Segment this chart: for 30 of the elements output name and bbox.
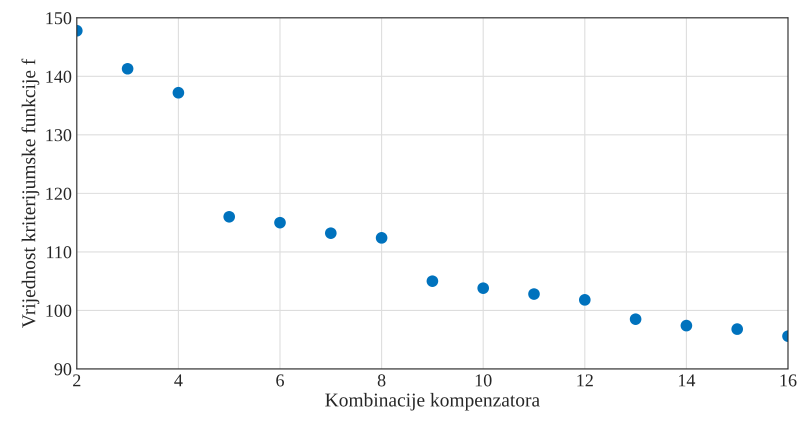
x-tick-label: 2 — [73, 374, 80, 386]
y-tick-label: 140 — [46, 70, 72, 83]
point — [376, 232, 388, 244]
y-tick-label: 120 — [46, 188, 72, 200]
y-axis-title: Vrijednost kriterijumske funkcije f — [21, 58, 40, 328]
point — [223, 210, 236, 223]
point — [477, 282, 490, 294]
point — [578, 294, 591, 306]
y-tick-label: 90 — [54, 363, 72, 376]
point — [172, 86, 184, 99]
point — [426, 275, 438, 287]
y-tick-label: 150 — [46, 12, 72, 24]
x-tick-label: 16 — [780, 374, 796, 386]
y-tick-label: 130 — [46, 129, 72, 142]
x-tick-label: 14 — [678, 374, 696, 386]
point — [680, 320, 692, 332]
point — [731, 323, 744, 335]
y-tick-label: 100 — [46, 304, 72, 317]
point — [528, 288, 540, 300]
point — [324, 227, 337, 239]
x-tick-label: 4 — [174, 374, 183, 386]
x-tick-label: 8 — [378, 374, 386, 386]
y-tick-label: 110 — [47, 246, 72, 258]
x-tick-label: 12 — [577, 374, 593, 386]
x-tick-label: 6 — [276, 374, 284, 386]
point — [274, 216, 286, 228]
point — [630, 313, 642, 325]
point — [122, 62, 134, 75]
x-axis-title: Kombinacije kompenzatora — [325, 392, 540, 411]
x-tick-label: 10 — [476, 374, 492, 386]
